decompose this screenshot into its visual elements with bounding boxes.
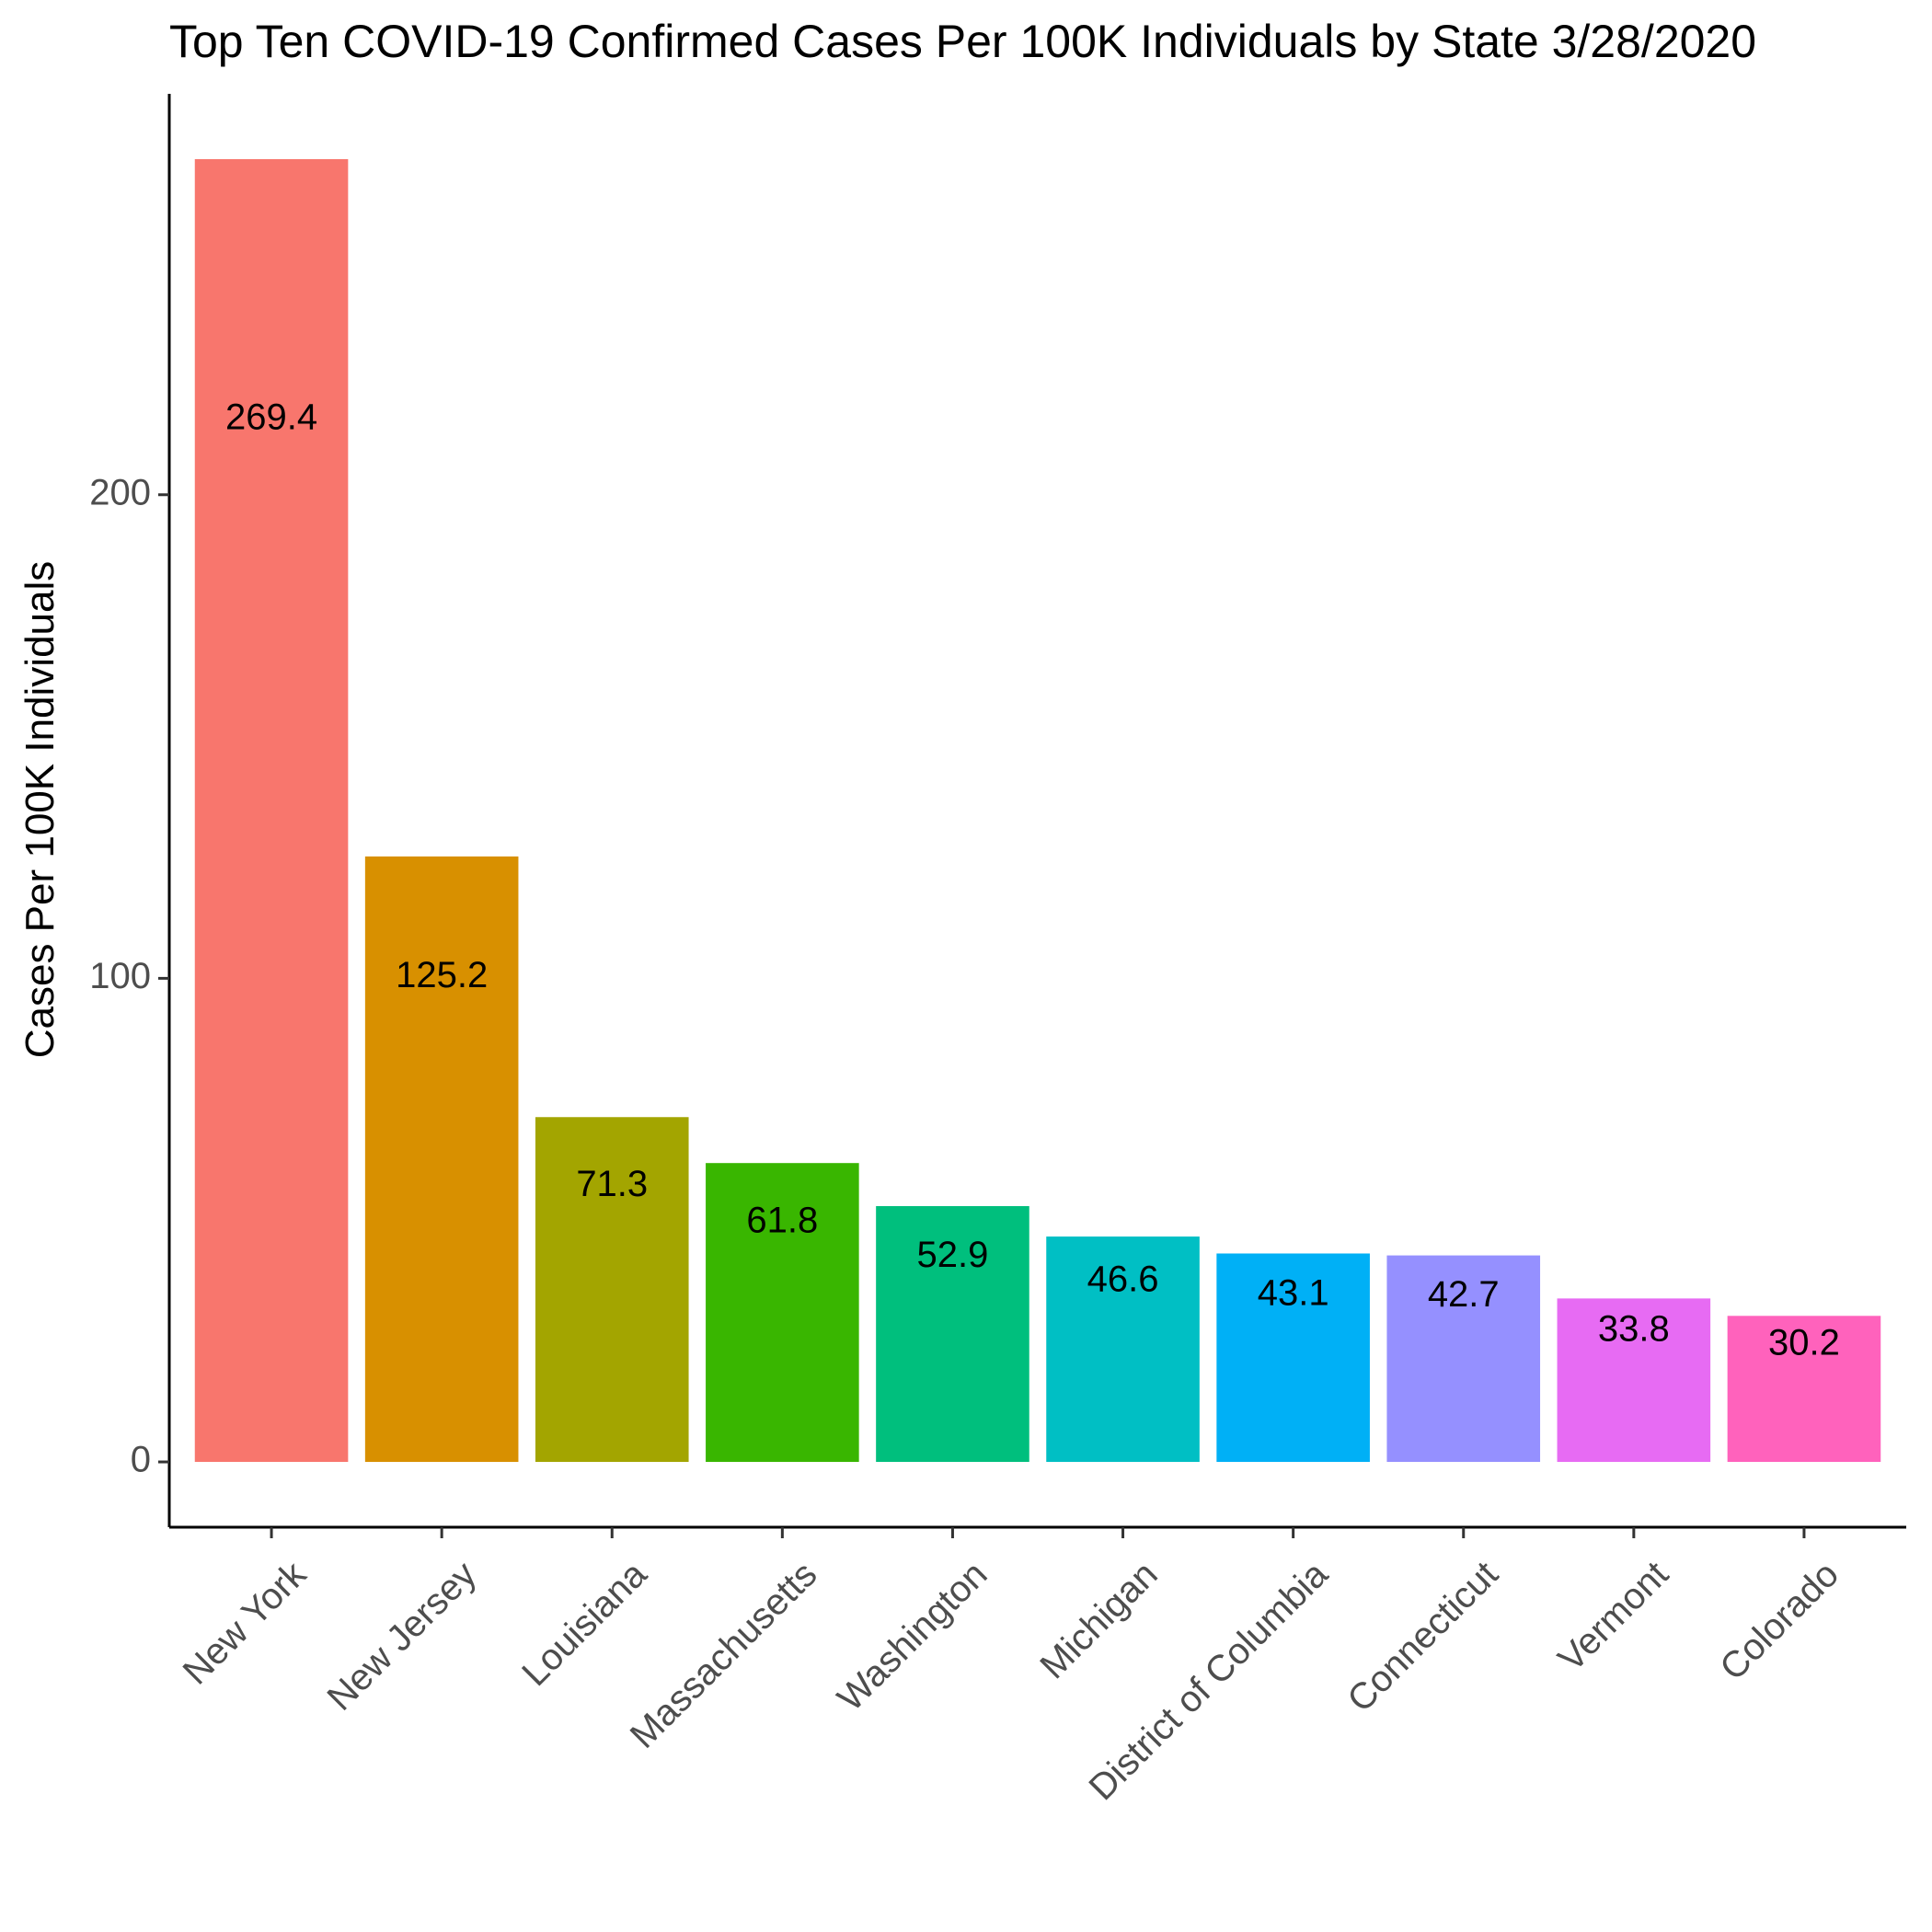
x-tick-label-michigan: Michigan (1032, 1554, 1165, 1686)
bar-colorado (1727, 1316, 1881, 1463)
chart-title: Top Ten COVID-19 Confirmed Cases Per 100… (169, 16, 1756, 67)
x-tick-label-connecticut: Connecticut (1340, 1554, 1505, 1719)
data-label-michigan: 46.6 (1087, 1259, 1159, 1300)
x-tick-label-vermont: Vermont (1551, 1554, 1676, 1679)
data-labels-layer: 269.4 125.2 71.3 61.8 52.9 46.6 43.1 42.7 33.8 30… (225, 397, 1840, 1363)
data-label-massachusetts: 61.8 (746, 1201, 818, 1241)
bar-new-jersey (364, 856, 519, 1463)
y-tick-label: 100 (89, 956, 151, 996)
y-axis: 0 100 200 (89, 94, 171, 1527)
data-label-district-of-columbia: 43.1 (1258, 1272, 1329, 1313)
x-tick-label-colorado: Colorado (1712, 1554, 1846, 1688)
data-label-colorado: 30.2 (1768, 1323, 1840, 1363)
bar-vermont (1557, 1298, 1711, 1463)
bar-district-of-columbia (1216, 1253, 1370, 1463)
y-tick-label: 0 (131, 1440, 151, 1480)
data-label-louisiana: 71.3 (576, 1164, 648, 1204)
x-tick-label-louisiana: Louisiana (514, 1554, 655, 1695)
bars-layer (194, 158, 1881, 1463)
data-label-new-jersey: 125.2 (396, 955, 488, 995)
bar-michigan (1046, 1236, 1200, 1463)
bar-connecticut (1386, 1255, 1541, 1463)
x-tick-label-washington: Washington (830, 1554, 995, 1719)
bar-new-york (194, 158, 349, 1463)
x-axis: New York New Jersey LouisianaMassachusetts… (169, 1525, 1906, 1808)
data-label-washington: 52.9 (917, 1235, 989, 1275)
bar-louisiana (535, 1117, 689, 1463)
x-tick-label-new-jersey: New Jersey (319, 1554, 484, 1719)
x-tick-label-new-york: New York (176, 1553, 315, 1692)
data-label-connecticut: 42.7 (1428, 1274, 1500, 1315)
x-tick-label-massachusetts: Massachusetts (623, 1554, 825, 1756)
data-label-vermont: 33.8 (1598, 1308, 1670, 1349)
data-label-new-york: 269.4 (225, 397, 317, 438)
bar-massachusetts (706, 1163, 859, 1463)
bar-washington (876, 1205, 1029, 1463)
y-axis-title: Cases Per 100K Individuals (17, 561, 63, 1059)
y-tick-label: 200 (89, 472, 151, 512)
